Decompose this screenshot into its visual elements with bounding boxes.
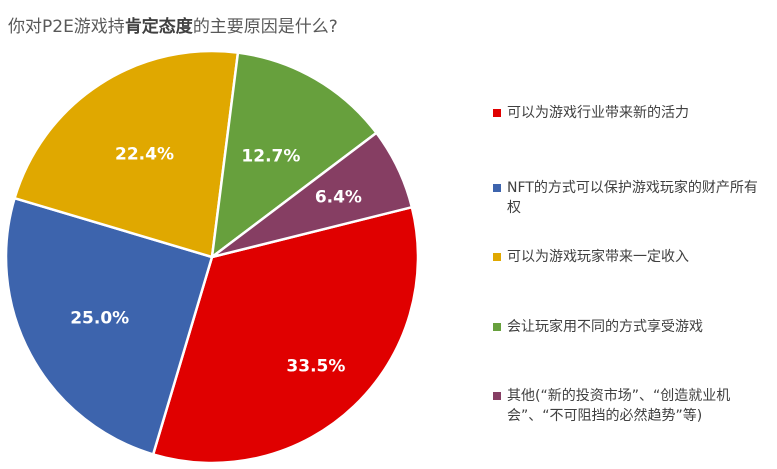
slice-other	[210, 131, 414, 259]
slice-label-nft-ownership: 25.0%	[70, 309, 129, 329]
chart-title-suffix: 的主要原因是什么?	[192, 17, 338, 37]
legend-item-vitality: 可以为游戏行业带来新的活力	[493, 103, 768, 123]
slice-income	[13, 49, 240, 259]
chart-title-bold: 肯定态度	[124, 17, 193, 37]
slice-enjoy	[210, 51, 378, 259]
legend-item-other: 其他(“新的投资市场”、“创造就业机会”、“不可阻挡的必然趋势”等)	[493, 386, 768, 426]
legend-item-enjoy: 会让玩家用不同的方式享受游戏	[493, 317, 768, 337]
legend-label: 会让玩家用不同的方式享受游戏	[507, 319, 703, 335]
chart-title-prefix: 你对P2E游戏持	[8, 17, 125, 37]
slice-label-vitality: 33.5%	[286, 357, 345, 377]
legend-item-nft-ownership: NFT的方式可以保护游戏玩家的财产所有权	[493, 178, 768, 218]
legend-item-income: 可以为游戏玩家带来一定收入	[493, 247, 768, 267]
chart-title: 你对P2E游戏持肯定态度的主要原因是什么?	[8, 12, 338, 37]
slice-label-income: 22.4%	[115, 144, 174, 164]
slice-label-other: 6.4%	[315, 188, 362, 208]
legend-swatch	[493, 184, 501, 192]
legend-swatch	[493, 253, 501, 261]
legend-label: NFT的方式可以保护游戏玩家的财产所有权	[507, 180, 758, 216]
legend-label: 可以为游戏玩家带来一定收入	[507, 249, 689, 265]
legend-label: 其他(“新的投资市场”、“创造就业机会”、“不可阻挡的必然趋势”等)	[507, 388, 731, 424]
slice-nft-ownership	[4, 196, 214, 456]
legend-swatch	[493, 392, 501, 400]
legend-swatch	[493, 323, 501, 331]
legend-swatch	[493, 109, 501, 117]
slice-label-enjoy: 12.7%	[241, 146, 300, 166]
slice-vitality	[151, 205, 420, 465]
legend-label: 可以为游戏行业带来新的活力	[507, 105, 689, 121]
